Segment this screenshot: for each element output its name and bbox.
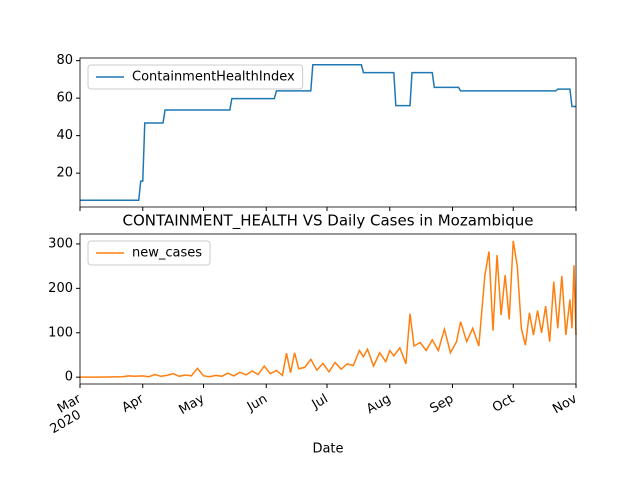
- legend-label: ContainmentHealthIndex: [132, 70, 295, 85]
- axes-frame: [79, 57, 577, 208]
- y-tick-label: 60: [56, 91, 73, 106]
- axes-frame: [79, 233, 577, 385]
- chart-title: CONTAINMENT_HEALTH VS Daily Cases in Moz…: [123, 212, 534, 231]
- legend: ContainmentHealthIndex: [87, 64, 304, 90]
- x-tick-label: Jul: [309, 392, 331, 413]
- y-tick-label: 300: [48, 236, 73, 251]
- y-tick-label: 80: [56, 53, 73, 68]
- y-tick-label: 100: [48, 325, 73, 340]
- legend-label: new_cases: [132, 246, 202, 261]
- legend: new_cases: [87, 240, 211, 266]
- data-line: [80, 240, 577, 378]
- y-tick-label: 40: [56, 128, 73, 143]
- x-axis-label: Date: [312, 442, 343, 457]
- legend-box: [87, 64, 304, 90]
- legend-box: [87, 240, 211, 266]
- y-tick-label: 0: [65, 370, 73, 385]
- data-line: [80, 64, 576, 201]
- y-tick-label: 200: [48, 281, 73, 296]
- y-tick-label: 20: [56, 166, 73, 181]
